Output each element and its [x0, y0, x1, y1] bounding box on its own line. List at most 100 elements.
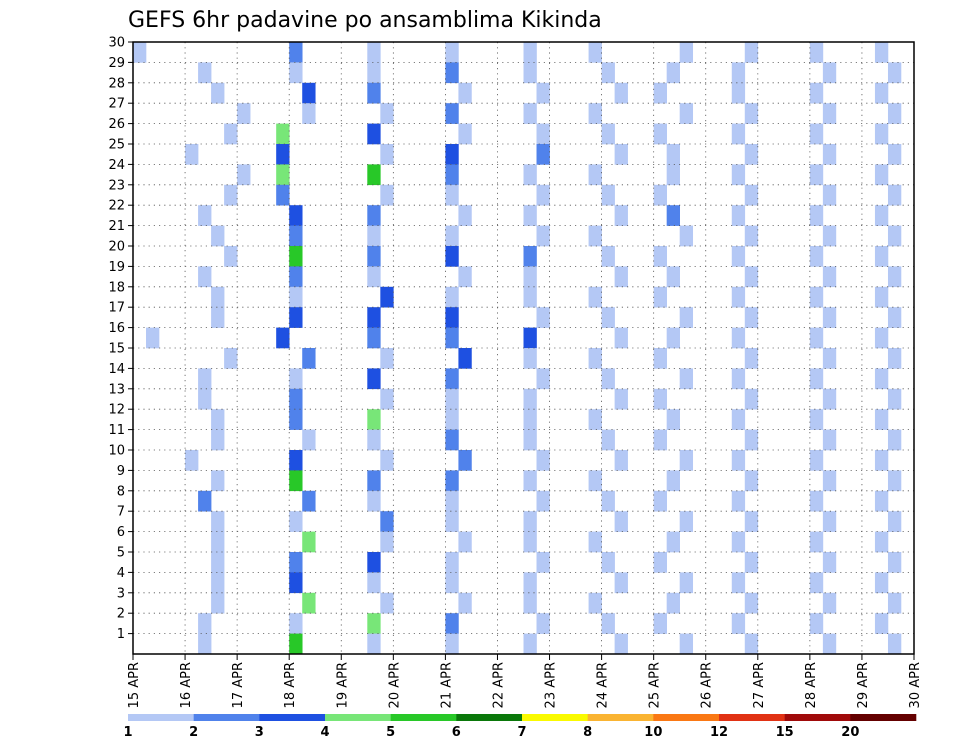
cell-member-21-step-24	[445, 225, 459, 247]
cell-member-4-step-46	[731, 572, 746, 594]
y-tick-label: 3	[117, 586, 125, 601]
cell-member-26-step-52	[809, 123, 824, 145]
x-tick-label: 23 APR	[544, 662, 559, 708]
cell-member-18-step-57	[874, 286, 889, 308]
cell-member-29-step-30	[523, 62, 537, 84]
cell-member-30-step-0	[133, 42, 147, 63]
cell-member-22-step-41	[666, 205, 680, 226]
cell-member-23-step-7	[224, 184, 238, 206]
cell-member-3-step-58	[887, 592, 902, 614]
cell-member-19-step-41	[666, 266, 680, 288]
y-tick-label: 19	[108, 260, 125, 275]
cell-member-17-step-31	[536, 307, 550, 328]
cell-member-27-step-13	[302, 103, 316, 124]
cell-member-24-step-18	[367, 164, 381, 186]
cell-member-15-step-25	[458, 348, 472, 369]
cell-member-12-step-41	[666, 409, 680, 430]
cell-member-4-step-6	[211, 572, 225, 594]
cell-member-30-step-42	[679, 42, 694, 63]
cell-member-20-step-52	[809, 246, 824, 267]
cell-member-8-step-36	[601, 490, 615, 512]
cell-member-8-step-57	[874, 490, 889, 512]
cell-member-17-step-12	[289, 307, 303, 328]
cell-member-10-step-42	[679, 450, 694, 471]
y-tick-label: 27	[108, 97, 125, 112]
cell-member-28-step-18	[367, 82, 381, 104]
cell-member-13-step-47	[744, 388, 759, 410]
cell-member-16-step-57	[874, 327, 889, 349]
cell-member-18-step-19	[380, 286, 394, 308]
cell-member-1-step-18	[367, 633, 381, 655]
cell-member-3-step-53	[822, 592, 837, 614]
cell-member-29-step-12	[289, 62, 303, 84]
cell-member-21-step-6	[211, 225, 225, 247]
x-tick-label: 26 APR	[700, 662, 715, 708]
cell-member-28-step-6	[211, 82, 225, 104]
cell-member-5-step-6	[211, 552, 225, 573]
colorbar-segment	[850, 714, 917, 721]
y-axis: 1234567891011121314151617181920212223242…	[108, 36, 133, 642]
cell-member-15-step-30	[523, 348, 537, 369]
cell-member-5-step-31	[536, 552, 550, 573]
cell-member-14-step-18	[367, 368, 381, 390]
cell-member-6-step-13	[302, 531, 316, 553]
x-tick-label: 21 APR	[439, 662, 454, 708]
cell-member-4-step-18	[367, 572, 381, 594]
cell-member-28-step-57	[874, 82, 889, 104]
cell-member-27-step-24	[445, 103, 459, 124]
cell-member-25-step-24	[445, 144, 459, 165]
cell-member-14-step-57	[874, 368, 889, 390]
cell-member-22-step-25	[458, 205, 472, 226]
cell-member-8-step-18	[367, 490, 381, 512]
cell-member-3-step-41	[666, 592, 680, 614]
cell-member-18-step-6	[211, 286, 225, 308]
y-tick-label: 21	[108, 219, 125, 234]
cell-member-2-step-31	[536, 613, 550, 634]
cell-member-9-step-35	[588, 470, 602, 492]
cell-member-22-step-37	[614, 205, 628, 226]
cell-member-9-step-24	[445, 470, 459, 492]
cell-member-6-step-41	[666, 531, 680, 553]
cell-member-29-step-24	[445, 62, 459, 84]
cell-member-12-step-18	[367, 409, 381, 430]
cell-member-29-step-18	[367, 62, 381, 84]
cell-member-30-step-35	[588, 42, 602, 63]
colorbar-segment	[128, 714, 194, 721]
cell-member-20-step-46	[731, 246, 746, 267]
cell-member-19-step-25	[458, 266, 472, 288]
cell-member-2-step-52	[809, 613, 824, 634]
cell-member-12-step-24	[445, 409, 459, 430]
cell-member-15-step-35	[588, 348, 602, 369]
cell-member-9-step-6	[211, 470, 225, 492]
cell-member-6-step-6	[211, 531, 225, 553]
cell-member-17-step-24	[445, 307, 459, 328]
cell-member-10-step-25	[458, 450, 472, 471]
cell-member-15-step-40	[653, 348, 667, 369]
cell-member-2-step-36	[601, 613, 615, 634]
y-tick-label: 15	[108, 342, 125, 357]
cell-member-11-step-6	[211, 429, 225, 451]
cell-member-20-step-12	[289, 246, 303, 267]
cell-member-30-step-24	[445, 42, 459, 63]
cell-member-18-step-30	[523, 286, 537, 308]
cell-member-16-step-52	[809, 327, 824, 349]
cell-member-2-step-18	[367, 613, 381, 634]
cell-member-1-step-53	[822, 633, 837, 655]
cell-member-3-step-25	[458, 592, 472, 614]
cell-member-28-step-31	[536, 82, 550, 104]
cell-member-8-step-52	[809, 490, 824, 512]
cell-member-3-step-13	[302, 592, 316, 614]
cell-member-17-step-6	[211, 307, 225, 328]
cell-member-8-step-31	[536, 490, 550, 512]
x-axis: 15 APR 16 APR 17 APR 18 APR 19 APR 20 APR 21 A…	[127, 654, 923, 708]
cell-member-3-step-47	[744, 592, 759, 614]
cell-member-10-step-57	[874, 450, 889, 471]
cell-member-8-step-46	[731, 490, 746, 512]
cell-member-24-step-52	[809, 164, 824, 186]
cell-member-16-step-24	[445, 327, 459, 349]
cell-member-22-step-52	[809, 205, 824, 226]
y-tick-label: 11	[108, 423, 125, 438]
cell-member-9-step-18	[367, 470, 381, 492]
cell-member-18-step-52	[809, 286, 824, 308]
cell-member-7-step-30	[523, 511, 537, 532]
